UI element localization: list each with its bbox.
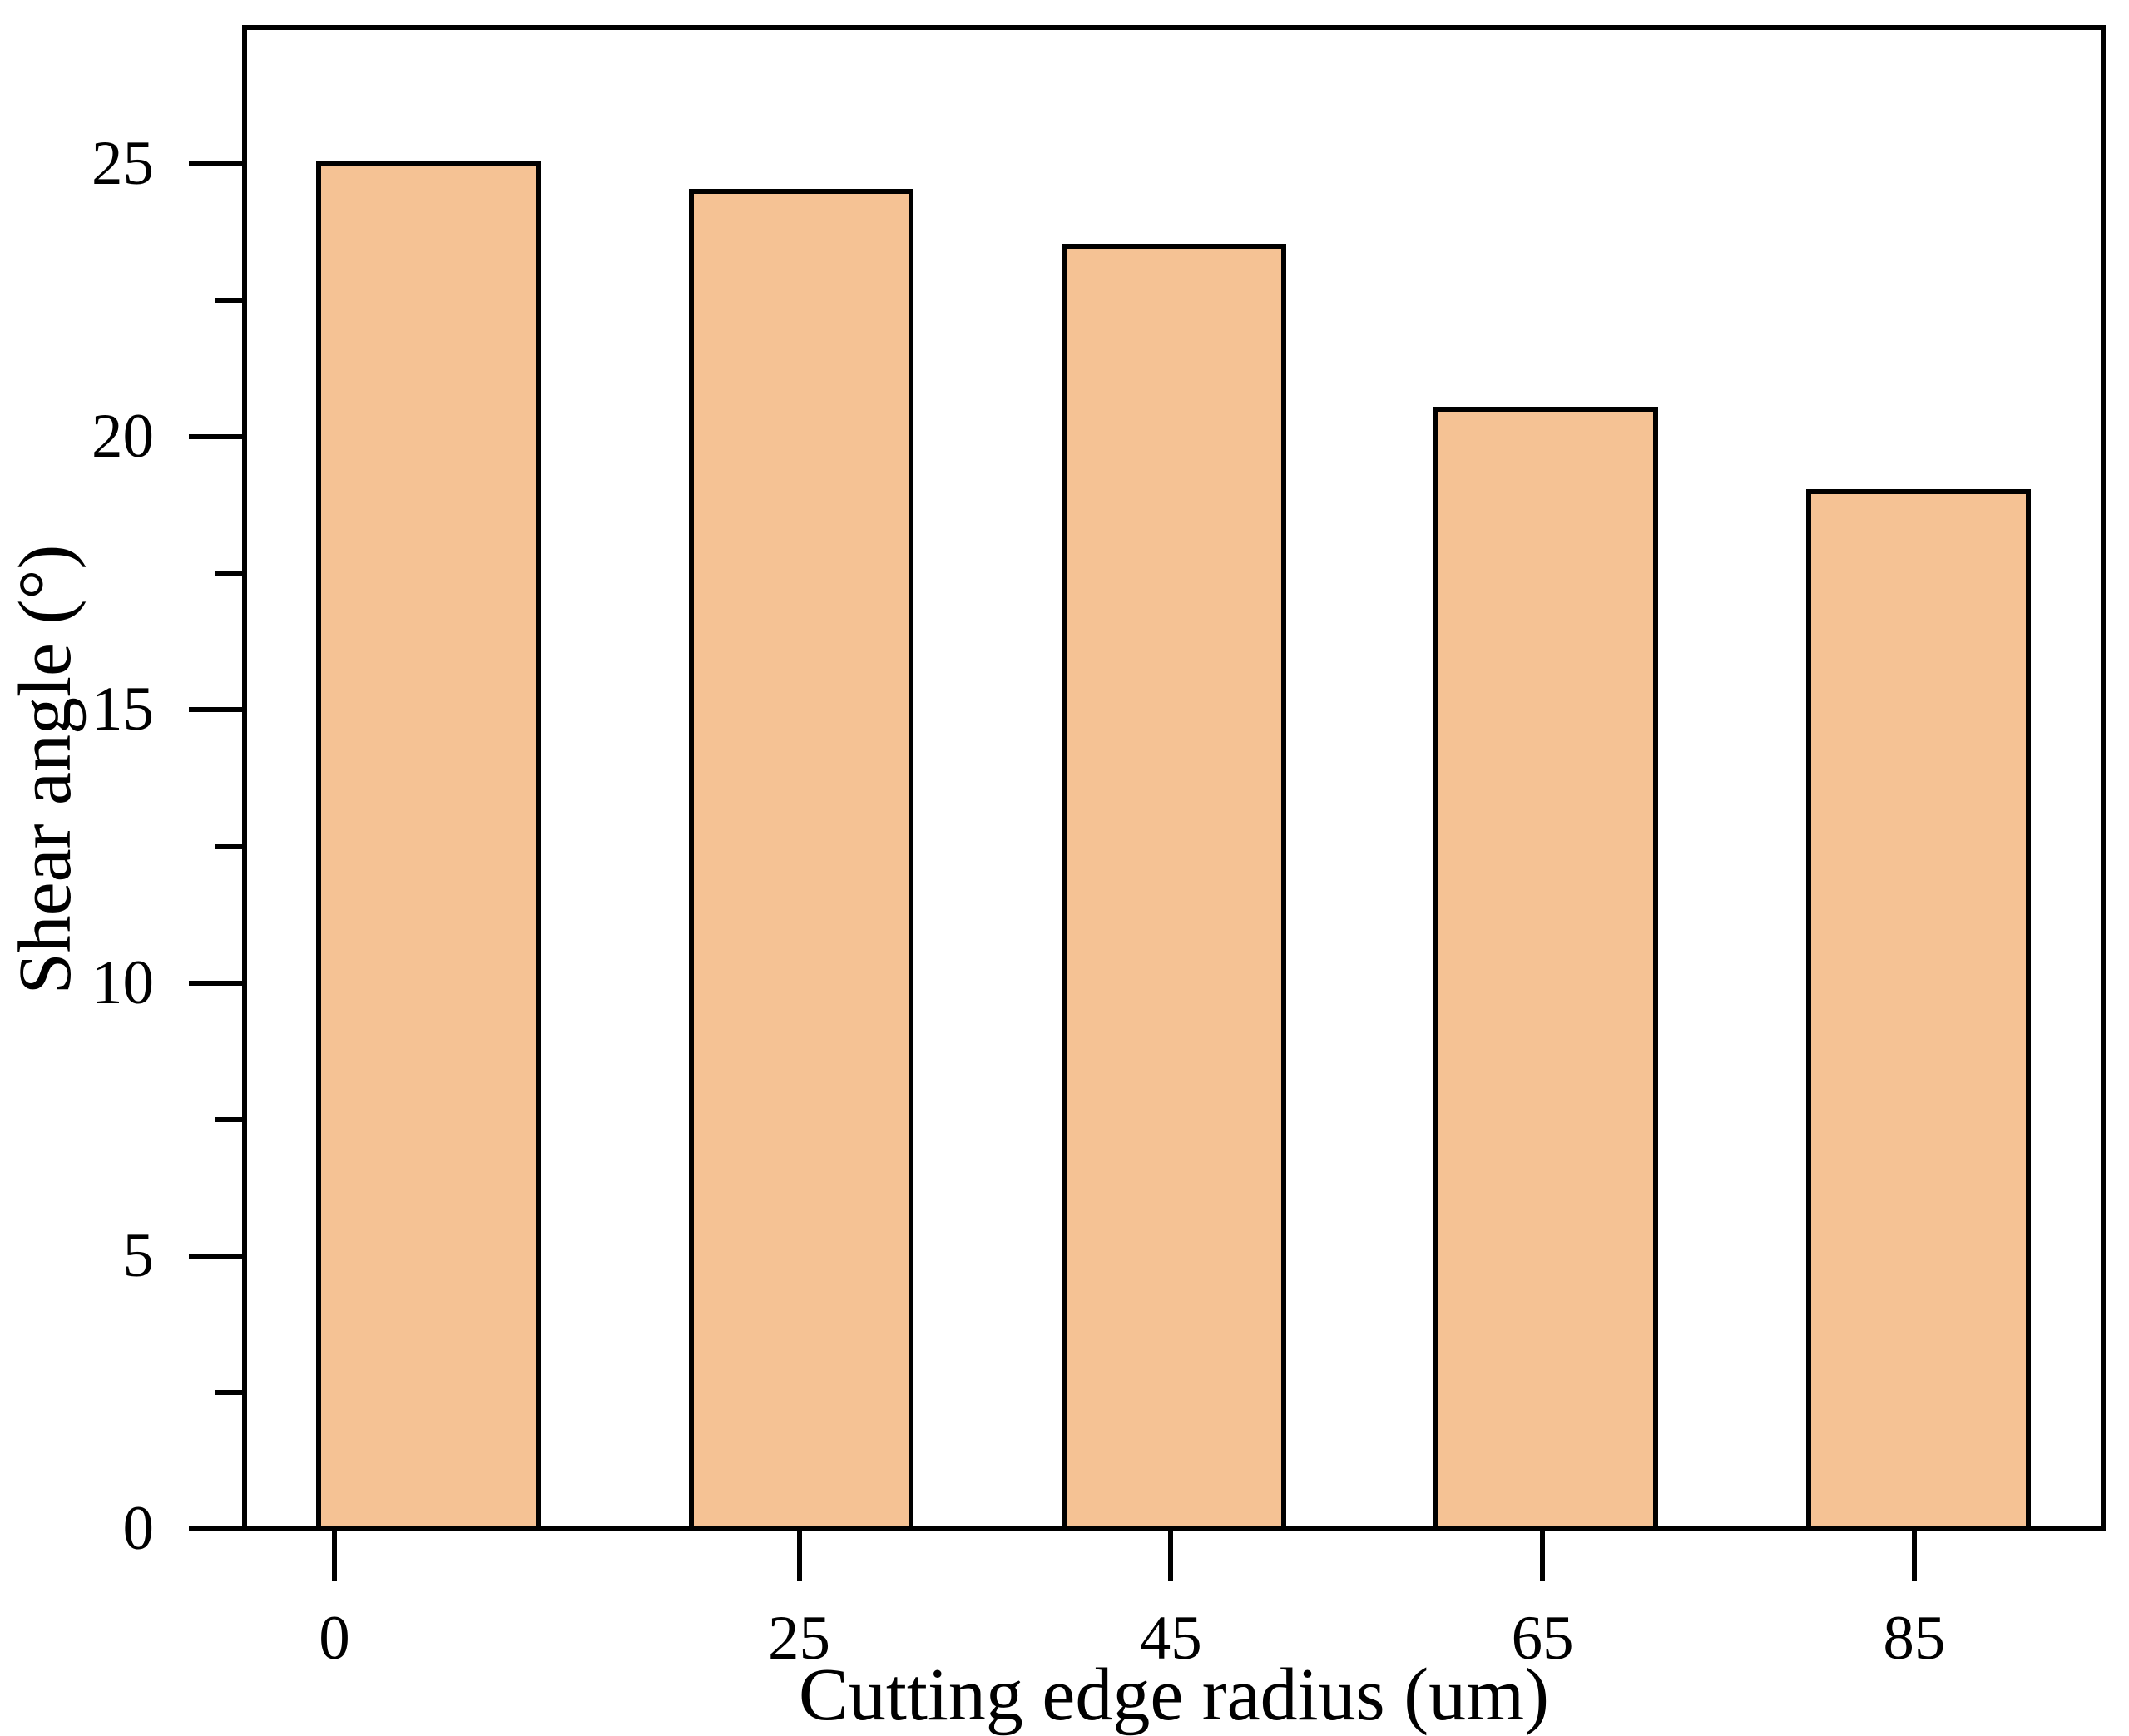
y-tick-label-25: 25 xyxy=(92,129,154,199)
x-tick-45 xyxy=(1168,1531,1174,1581)
x-tick-25 xyxy=(796,1531,802,1581)
x-tick-label-45: 45 xyxy=(1139,1604,1202,1673)
y-major-tick-25 xyxy=(189,161,242,167)
x-tick-65 xyxy=(1540,1531,1546,1581)
y-minor-tick-22.5 xyxy=(215,298,242,304)
y-tick-label-5: 5 xyxy=(122,1220,155,1290)
y-tick-label-20: 20 xyxy=(92,402,154,472)
y-major-tick-15 xyxy=(189,707,242,713)
x-tick-0 xyxy=(332,1531,337,1581)
y-minor-tick-17.5 xyxy=(215,571,242,576)
x-tick-85 xyxy=(1911,1531,1917,1581)
y-major-tick-10 xyxy=(189,980,242,986)
bar-45 xyxy=(1061,243,1286,1531)
x-tick-label-85: 85 xyxy=(1883,1604,1946,1673)
y-major-tick-5 xyxy=(189,1253,242,1259)
bar-65 xyxy=(1433,407,1659,1531)
y-major-tick-0 xyxy=(189,1526,242,1531)
bar-25 xyxy=(688,188,913,1531)
bar-0 xyxy=(316,161,541,1531)
x-tick-label-65: 65 xyxy=(1511,1604,1574,1673)
y-tick-label-0: 0 xyxy=(122,1494,155,1563)
bar-85 xyxy=(1806,488,2032,1531)
y-tick-label-10: 10 xyxy=(92,947,154,1017)
y-minor-tick-2.5 xyxy=(215,1389,242,1395)
y-minor-tick-7.5 xyxy=(215,1116,242,1122)
y-major-tick-20 xyxy=(189,434,242,440)
y-tick-label-15: 15 xyxy=(92,675,154,744)
x-axis-title: Cutting edge radius (um) xyxy=(798,1654,1550,1736)
y-axis-title: Shear angle (°) xyxy=(4,544,87,995)
y-minor-tick-12.5 xyxy=(215,843,242,849)
x-tick-label-0: 0 xyxy=(319,1604,350,1673)
x-tick-label-25: 25 xyxy=(768,1604,830,1673)
